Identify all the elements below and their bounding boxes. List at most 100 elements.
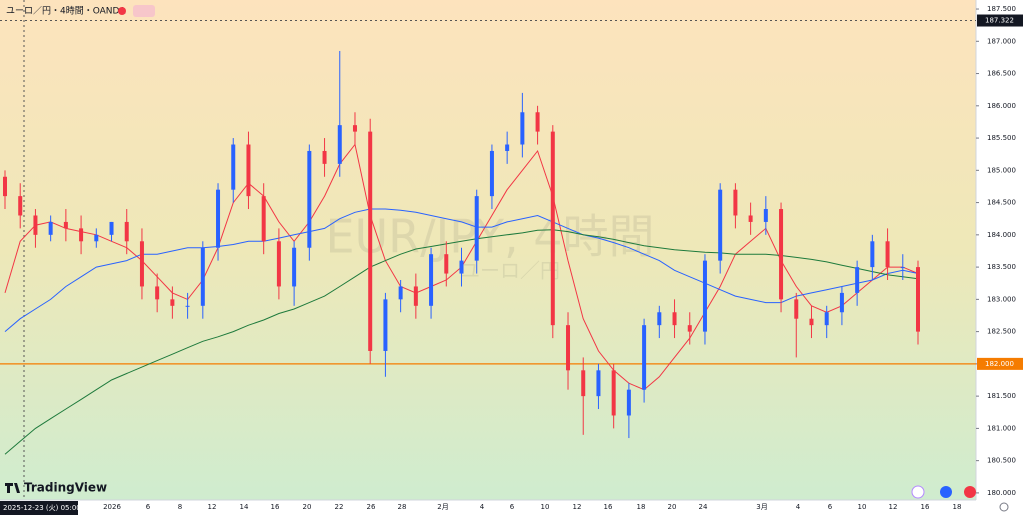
candle-body [3,176,7,197]
y-tick-label: 183.000 [987,295,1016,303]
candle-body [398,286,403,300]
moving-average [4,208,919,332]
y-tick-label: 180.000 [987,489,1016,497]
x-tick-label: 4 [480,503,485,511]
y-tick-label: 183.500 [987,263,1016,271]
candle-body [855,267,860,293]
candle-body [200,247,205,306]
timestamp-box [0,501,78,515]
candle-body [839,292,844,313]
x-tick-label: 4 [796,503,801,511]
candle-body [18,196,23,216]
candle-body [292,247,297,287]
candle-body [657,312,662,326]
candle-body [748,215,753,222]
x-tick-label: 26 [367,503,376,511]
crosshair-label: 187.322 [985,17,1014,25]
settings-button[interactable] [999,502,1009,512]
candle-body [246,144,251,197]
candle-body [413,286,418,306]
candle-body [429,254,434,306]
candle-body [383,299,388,351]
candle-body [94,234,99,242]
candle-body [566,325,571,371]
candle-body [79,228,84,242]
plot-background [0,0,976,500]
candle-body [779,209,784,300]
chart-title: ユーロ／円・4時間・OANDA [6,6,126,17]
x-tick-label: 28 [398,503,407,511]
x-tick-label: 10 [858,503,867,511]
candle-body [276,241,281,287]
candle-body [718,189,723,261]
candle-body [368,131,373,351]
status-dot [118,7,126,15]
x-tick-label: 8 [178,503,182,511]
x-tick-label: 3月 [756,503,767,511]
price-axis [976,0,1024,515]
x-tick-label: 18 [953,503,962,511]
y-tick-label: 185.500 [987,134,1016,142]
y-tick-label: 185.000 [987,166,1016,174]
y-tick-label: 181.000 [987,424,1016,432]
hline-label-box [977,357,1023,370]
candle-body [885,241,890,268]
candle-body [916,267,920,332]
y-tick-label: 186.500 [987,70,1016,78]
y-tick-label: 186.000 [987,102,1016,110]
candle-body [824,312,829,326]
x-tick-label: 12 [208,503,217,511]
candle-body [155,286,160,300]
x-tick-label: 24 [699,503,708,511]
candle-body [505,144,510,151]
watermark: EUR/JPY, 4時間 [325,210,654,264]
x-tick-label: 16 [604,503,613,511]
x-tick-label: 6 [510,503,515,511]
candle-body [322,150,327,164]
candle-body [672,312,677,326]
candle-body [733,189,738,216]
x-tick-label: 16 [271,503,280,511]
x-tick-label: 6 [146,503,151,511]
y-tick-label: 187.000 [987,37,1016,45]
candle-body [337,125,342,164]
x-tick-label: 22 [335,503,344,511]
crosshair-label-box [977,14,1023,27]
candle-body [763,209,768,222]
candle-body [900,267,905,269]
icon-button[interactable] [911,485,925,499]
x-tick-label: 18 [637,503,646,511]
candle-body [139,241,144,287]
x-tick-label: 2026 [103,503,121,511]
candle-body [596,370,601,397]
candle-body [474,196,479,261]
candle-body [581,370,586,397]
candle-body [109,221,114,235]
logo: TradingView [24,481,107,495]
candle-body [63,221,68,229]
x-tick-label: 16 [921,503,930,511]
candle-body [642,325,647,390]
candle-body [611,370,616,416]
candle-body [352,125,357,132]
y-tick-label: 181.500 [987,392,1016,400]
candle-body [550,131,555,326]
candle-body [170,299,175,306]
logo-icon [5,483,20,493]
hline-label: 182.000 [985,360,1014,368]
timestamp: 2025-12-23 (火) 05:00 [3,504,81,512]
x-tick-label: 10 [541,503,550,511]
icon-button[interactable] [964,486,976,498]
candle-body [687,325,692,332]
candle-body [520,112,525,145]
candle-body [702,260,707,332]
icon-button[interactable] [940,486,952,498]
candle-body [626,389,631,416]
candle-body [870,241,875,268]
candle-body [48,221,53,235]
candle-body [809,318,814,326]
candle-body [185,305,190,307]
y-tick-label: 182.500 [987,328,1016,336]
x-tick-label: 6 [828,503,833,511]
